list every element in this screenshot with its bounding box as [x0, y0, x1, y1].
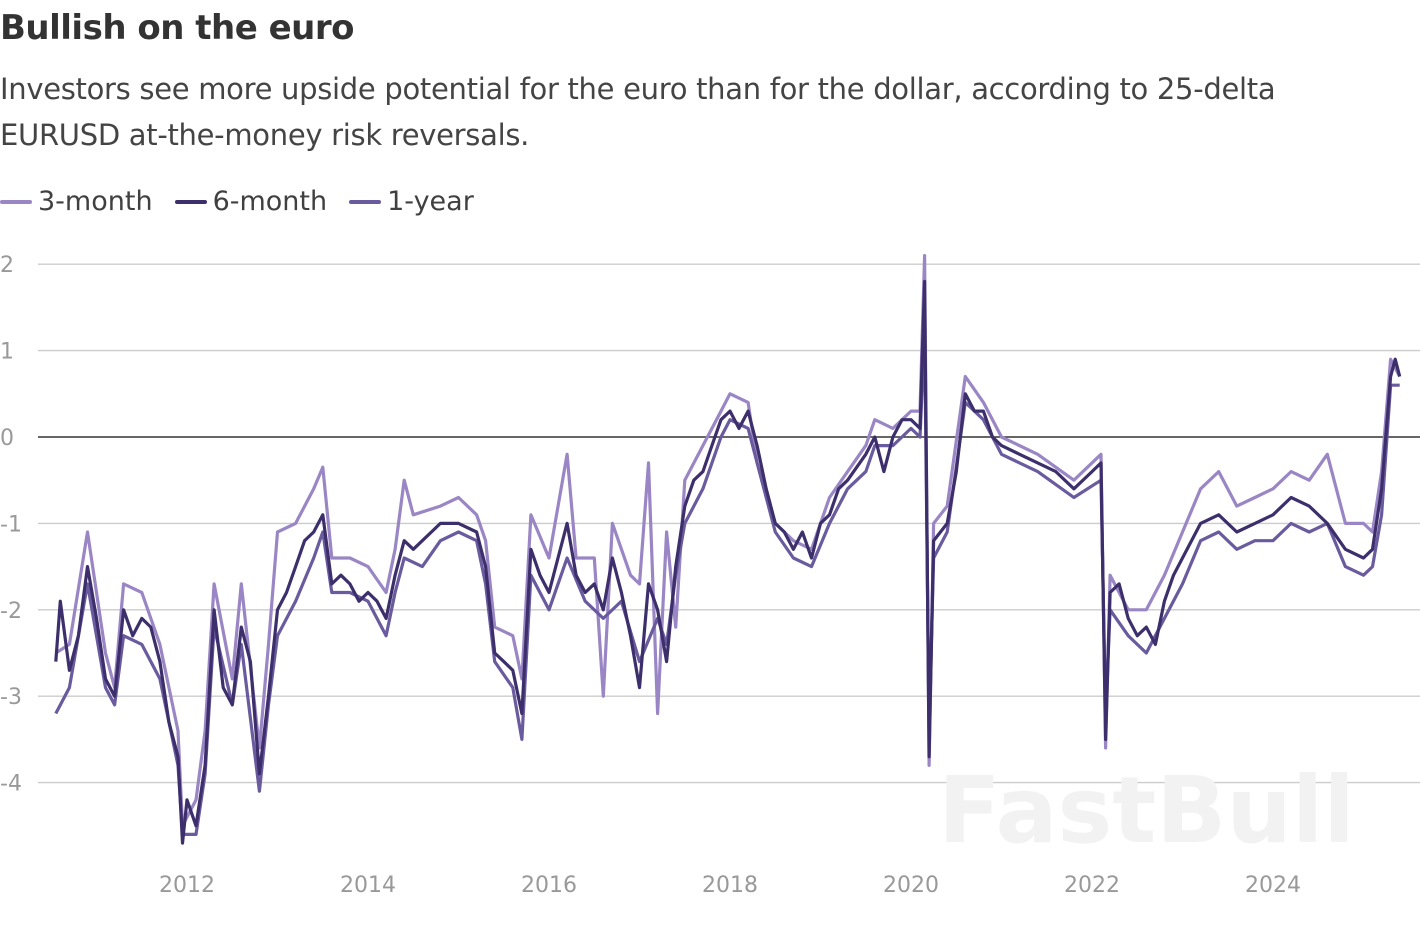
- legend-swatch-3-month: [0, 199, 32, 204]
- x-tick-label: 2016: [521, 873, 577, 898]
- x-tick-label: 2020: [883, 873, 939, 898]
- y-tick-label: -2: [0, 599, 22, 624]
- series-line-3-month: [54, 254, 1402, 828]
- legend-swatch-1-year: [349, 199, 382, 204]
- legend-label: 3-month: [38, 186, 153, 217]
- y-tick-label: 2: [0, 253, 14, 278]
- x-tick-label: 2022: [1064, 873, 1120, 898]
- legend-item-3-month: 3-month: [0, 186, 153, 217]
- series-line-6-month: [54, 279, 1402, 845]
- legend-label: 1-year: [387, 186, 474, 217]
- y-tick-label: 1: [0, 340, 14, 365]
- x-axis: 2012 2014 2016 2018 2020 2022 2024: [159, 873, 1301, 898]
- y-tick-label: -3: [0, 685, 22, 710]
- y-tick-label: -4: [0, 772, 22, 797]
- legend-item-1-year: 1-year: [349, 186, 474, 217]
- x-tick-label: 2012: [159, 873, 215, 898]
- legend: 3-month 6-month 1-year: [0, 186, 474, 217]
- series-lines: [54, 254, 1402, 845]
- chart-subtitle: Investors see more upside potential for …: [0, 72, 1276, 152]
- x-tick-label: 2014: [340, 873, 396, 898]
- chart-title: Bullish on the euro: [0, 8, 355, 48]
- y-tick-label: 0: [0, 426, 14, 451]
- grid: 2 1 0 -1 -2 -3 -4: [0, 253, 1420, 797]
- legend-label: 6-month: [212, 186, 328, 217]
- legend-swatch-6-month: [174, 199, 207, 204]
- y-tick-label: -1: [0, 512, 22, 537]
- x-tick-label: 2018: [702, 873, 758, 898]
- watermark: FastBull: [938, 757, 1355, 864]
- legend-item-6-month: 6-month: [174, 186, 328, 217]
- series-line-1-year: [54, 331, 1400, 836]
- x-tick-label: 2024: [1245, 873, 1301, 898]
